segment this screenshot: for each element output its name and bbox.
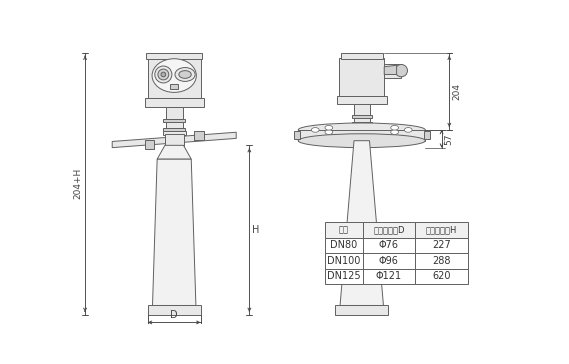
Polygon shape xyxy=(157,145,191,159)
Bar xyxy=(415,238,468,253)
Bar xyxy=(362,238,415,253)
Ellipse shape xyxy=(325,130,333,134)
Bar xyxy=(354,118,369,122)
Bar xyxy=(325,238,362,253)
Text: 204+H: 204+H xyxy=(73,168,82,199)
Ellipse shape xyxy=(405,128,412,132)
Bar xyxy=(352,115,372,118)
Bar xyxy=(362,253,415,269)
Ellipse shape xyxy=(311,128,319,132)
Bar xyxy=(415,269,468,284)
Polygon shape xyxy=(337,96,386,104)
Text: H: H xyxy=(253,225,260,235)
Ellipse shape xyxy=(179,71,191,78)
Text: 法兰: 法兰 xyxy=(339,226,349,234)
Bar xyxy=(145,140,154,149)
Bar xyxy=(424,131,430,139)
Bar xyxy=(339,58,384,96)
Bar xyxy=(335,305,388,315)
Ellipse shape xyxy=(298,123,425,137)
Text: DN125: DN125 xyxy=(327,271,361,281)
Text: 288: 288 xyxy=(432,256,451,266)
Text: D: D xyxy=(170,310,178,320)
Bar xyxy=(166,122,183,128)
Bar xyxy=(170,84,178,89)
Ellipse shape xyxy=(161,72,166,77)
Bar xyxy=(298,130,425,141)
Bar xyxy=(163,119,185,122)
Bar xyxy=(163,131,186,135)
Text: 57: 57 xyxy=(445,133,453,145)
Bar xyxy=(148,58,200,98)
Text: 620: 620 xyxy=(432,271,451,281)
Text: Φ96: Φ96 xyxy=(379,256,399,266)
Ellipse shape xyxy=(391,130,398,134)
Text: DN100: DN100 xyxy=(327,256,361,266)
Bar xyxy=(325,253,362,269)
Bar xyxy=(195,131,204,140)
Bar xyxy=(384,64,401,78)
Bar xyxy=(163,128,185,131)
Bar xyxy=(165,134,183,146)
Polygon shape xyxy=(340,141,384,305)
Ellipse shape xyxy=(175,68,195,82)
Text: 喇叭口高度H: 喇叭口高度H xyxy=(426,226,457,234)
Text: 204: 204 xyxy=(452,83,461,100)
Bar xyxy=(294,131,300,139)
Ellipse shape xyxy=(155,66,172,83)
Polygon shape xyxy=(152,159,196,305)
Bar xyxy=(415,253,468,269)
Ellipse shape xyxy=(152,59,196,92)
Bar xyxy=(352,122,372,125)
Bar xyxy=(350,125,373,129)
Polygon shape xyxy=(145,98,204,107)
Text: Φ121: Φ121 xyxy=(376,271,402,281)
Bar xyxy=(415,222,468,238)
Bar xyxy=(354,104,369,115)
Polygon shape xyxy=(112,132,236,148)
Text: DN80: DN80 xyxy=(330,240,357,250)
Text: Φ76: Φ76 xyxy=(379,240,399,250)
Bar xyxy=(166,107,183,119)
Bar xyxy=(146,53,202,59)
Bar xyxy=(325,222,362,238)
Ellipse shape xyxy=(391,126,398,130)
Bar xyxy=(362,222,415,238)
Bar xyxy=(341,53,383,59)
Bar xyxy=(362,269,415,284)
Bar xyxy=(325,269,362,284)
Ellipse shape xyxy=(395,64,407,77)
Text: 227: 227 xyxy=(432,240,451,250)
Ellipse shape xyxy=(325,126,333,130)
Polygon shape xyxy=(384,65,397,75)
Bar xyxy=(148,305,200,315)
Text: 喇叭口直径D: 喇叭口直径D xyxy=(373,226,405,234)
Ellipse shape xyxy=(158,69,169,80)
Ellipse shape xyxy=(298,134,425,148)
